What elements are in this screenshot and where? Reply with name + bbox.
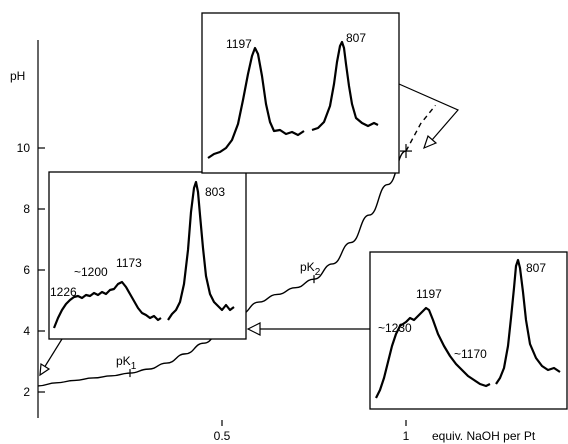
inset-1-peak-4: 803 (205, 185, 225, 199)
y-tick-label-2: 6 (23, 263, 30, 277)
pk-sub-1: 1 (131, 361, 137, 372)
inset-3: ~1230 1197 ~1170 807 (369, 251, 568, 410)
pk-label-2: pK2 (300, 260, 321, 278)
y-ticks: 2 4 6 8 10 (17, 141, 45, 399)
inset-3-peak-1: ~1230 (378, 321, 412, 335)
inset-2-peak-2: 807 (346, 31, 366, 45)
inset-3-spectrum-left (375, 306, 491, 399)
arrow-inset-2-line (398, 83, 459, 141)
inset-1-spectrum-left (52, 280, 162, 329)
inset-1-peak-2: ~1200 (74, 265, 108, 279)
inset-3-peak-4: 807 (526, 261, 546, 275)
inset-1-peak-1: 1226 (50, 285, 77, 299)
arrow-inset-2-head (423, 134, 438, 150)
y-tick-label-4: 10 (17, 141, 31, 155)
x-ticks: 0.5 1 (214, 420, 410, 443)
y-tick-label-1: 4 (23, 324, 30, 338)
inset-3-peak-2: 1197 (416, 287, 442, 301)
inset-2-spectrum-right (311, 40, 379, 132)
pk-label-1: pK1 (116, 354, 137, 372)
inset-2-frame (201, 12, 400, 174)
arrow-inset-3-head (246, 322, 261, 336)
inset-3-spectrum-right (495, 258, 561, 385)
inset-3-frame (369, 251, 568, 410)
pointer-arrows (39, 83, 459, 377)
y-axis-label: pH (10, 69, 25, 83)
titration-curve-extension (405, 104, 436, 152)
pk-sub-2: 2 (315, 267, 321, 278)
x-axis-label: equiv. NaOH per Pt (432, 429, 536, 443)
x-tick-label-1: 1 (403, 429, 410, 443)
arrow-inset-1-line (43, 338, 63, 369)
inset-1: 1226 ~1200 1173 803 (48, 171, 247, 340)
x-tick-label-0: 0.5 (214, 429, 231, 443)
inset-1-spectrum-right (167, 180, 235, 321)
inset-1-frame (48, 171, 247, 340)
inset-2-spectrum-left (207, 46, 305, 159)
y-tick-label-3: 8 (23, 202, 30, 216)
inset-2-peak-1: 1197 (226, 37, 252, 51)
y-tick-label-0: 2 (23, 385, 30, 399)
inset-1-peak-3: 1173 (116, 256, 142, 270)
inset-3-peak-3: ~1170 (454, 347, 487, 361)
arrow-inset-1-head (39, 362, 51, 377)
inset-2: 1197 807 (201, 12, 400, 174)
